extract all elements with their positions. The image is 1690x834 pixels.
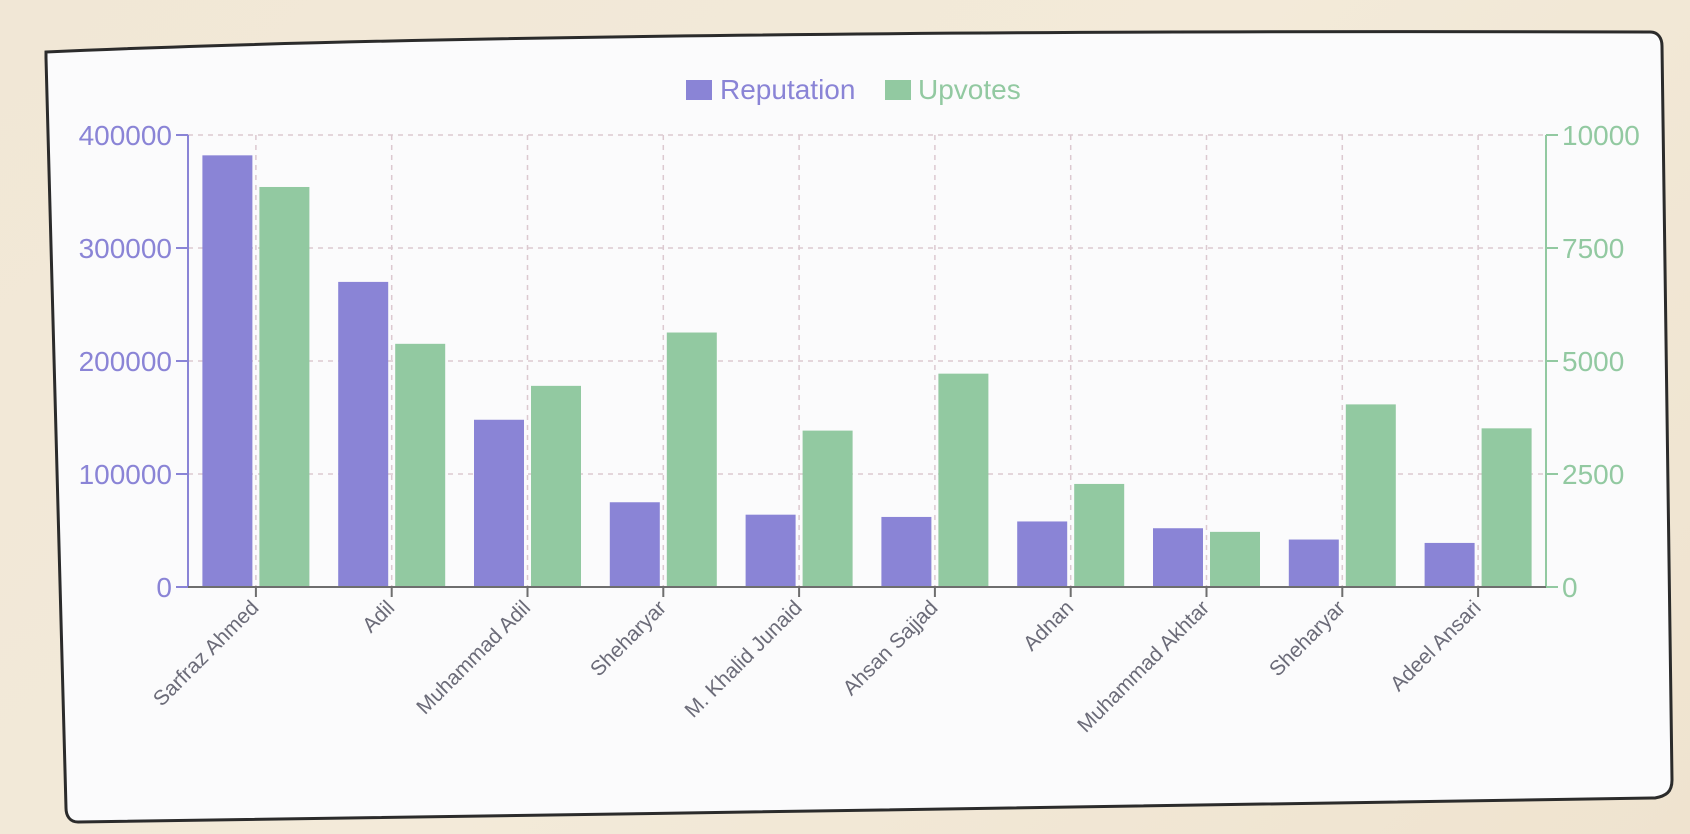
bar-upvotes[interactable] [802,430,853,587]
bar-upvotes[interactable] [1481,428,1532,587]
y-left-tick-label: 0 [156,572,172,603]
bar-upvotes[interactable] [1210,531,1260,587]
legend: Reputation Upvotes [686,74,1021,105]
bar-reputation[interactable] [338,281,389,587]
axes [176,134,1558,597]
y-right-tick-label: 2500 [1562,459,1624,490]
bar-reputation[interactable] [474,419,524,587]
bar-upvotes[interactable] [259,186,310,588]
bar-reputation[interactable] [745,514,796,587]
bar-reputation[interactable] [609,502,660,587]
legend-swatch-reputation [686,80,712,100]
y-right-tick-label: 0 [1562,572,1578,603]
bar-upvotes[interactable] [938,373,989,587]
legend-label-reputation: Reputation [720,74,855,105]
y-left-tick-label: 300000 [79,233,172,264]
grid [188,134,1546,597]
card-frame [44,30,1674,824]
y-right-tick-label: 7500 [1562,233,1624,264]
bar-upvotes[interactable] [666,332,717,587]
y-left-tick-label: 200000 [79,346,172,377]
bar-reputation[interactable] [1424,542,1475,587]
y-right-tick-label: 5000 [1562,346,1624,377]
y-left-tick-label: 400000 [79,120,172,151]
bar-reputation[interactable] [1017,521,1068,587]
y-right-tick-label: 10000 [1562,120,1640,151]
legend-label-upvotes: Upvotes [918,74,1021,105]
bar-reputation[interactable] [1288,539,1339,587]
bar-upvotes[interactable] [395,343,446,587]
bars [202,155,1532,588]
y-left-tick-label: 100000 [79,459,172,490]
bar-upvotes[interactable] [1074,483,1125,587]
bar-reputation[interactable] [202,155,253,587]
legend-swatch-upvotes [885,80,911,100]
bar-upvotes[interactable] [531,385,581,587]
bar-upvotes[interactable] [1345,404,1396,587]
bar-reputation[interactable] [1153,528,1203,587]
legend-item-upvotes[interactable]: Upvotes [885,74,1021,105]
legend-item-reputation[interactable]: Reputation [686,74,855,105]
bar-reputation[interactable] [881,516,932,587]
